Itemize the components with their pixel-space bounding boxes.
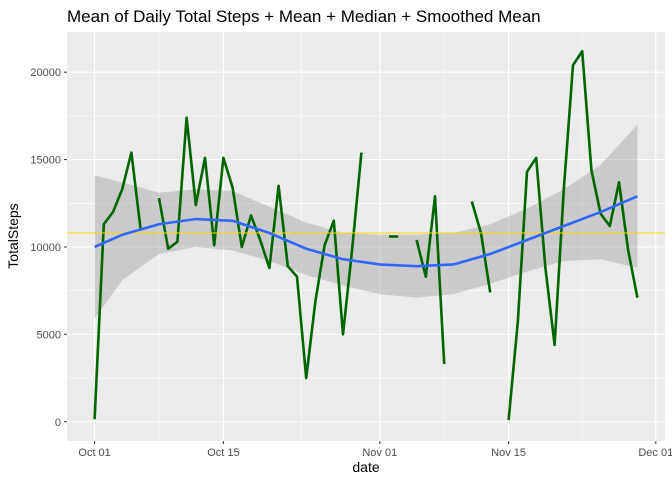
smooth-ribbon-layer xyxy=(94,124,638,319)
series-line-layer xyxy=(93,49,639,421)
grid xyxy=(67,32,665,441)
series-line xyxy=(157,116,363,380)
series-line xyxy=(93,151,142,420)
x-axis-title: date xyxy=(352,459,379,475)
series-line xyxy=(415,194,446,365)
axes: 0 5000 10000 15000 20000 Oct 01 Oct 15 Nov 01 No… xyxy=(30,67,672,459)
series-line xyxy=(507,49,639,421)
y-tick-label: 0 xyxy=(55,417,61,429)
y-tick-label: 20000 xyxy=(30,67,61,79)
y-tick-label: 10000 xyxy=(30,242,61,254)
x-tick-label: Oct 15 xyxy=(207,447,239,459)
smooth-line-layer xyxy=(94,195,638,268)
x-tick-label: Nov 15 xyxy=(491,447,526,459)
y-axis-title: TotalSteps xyxy=(5,203,21,268)
x-tick-label: Dec 01 xyxy=(638,447,672,459)
confidence-ribbon xyxy=(94,124,638,319)
chart-title: Mean of Daily Total Steps + Mean + Media… xyxy=(67,7,541,26)
smooth-line xyxy=(94,195,638,268)
y-tick-label: 5000 xyxy=(37,329,61,341)
x-tick-label: Oct 01 xyxy=(78,447,110,459)
x-tick-label: Nov 01 xyxy=(362,447,397,459)
y-tick-label: 15000 xyxy=(30,155,61,167)
